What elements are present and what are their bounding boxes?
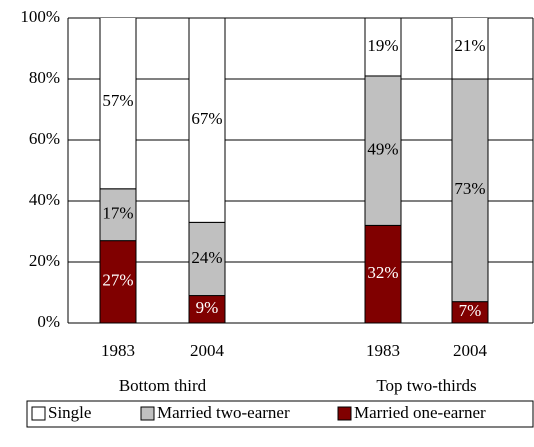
x-tick-label: 1983 (101, 341, 135, 360)
value-label: 57% (102, 91, 133, 110)
value-label: 17% (102, 204, 133, 223)
legend-swatch (337, 406, 352, 421)
legend: Single Married two-earner Married one-earn… (31, 403, 486, 422)
bar-segment (451, 18, 489, 80)
group-label: Top two-thirds (376, 376, 476, 395)
legend-swatch (140, 406, 155, 421)
bars (99, 18, 489, 324)
x-tick-label: 1983 (366, 341, 400, 360)
bar-segment (364, 18, 402, 77)
value-label: 19% (367, 36, 398, 55)
value-label: 73% (454, 179, 485, 198)
value-label: 9% (196, 298, 219, 317)
bar-segment (99, 188, 137, 242)
bar-segment (451, 78, 489, 303)
x-tick-label: 2004 (453, 341, 488, 360)
y-tick-label: 0% (37, 312, 60, 331)
y-tick-label: 20% (29, 251, 60, 270)
legend-box (26, 400, 534, 428)
y-tick-label: 100% (20, 7, 60, 26)
bar-segment (364, 224, 402, 324)
bar-segment (364, 75, 402, 226)
bar-segment (99, 240, 137, 324)
y-tick-label: 40% (29, 190, 60, 209)
group-label: Bottom third (119, 376, 207, 395)
grid (67, 17, 534, 324)
legend-label: Single (48, 403, 91, 422)
y-tick-label: 80% (29, 68, 60, 87)
bar-segment (188, 18, 226, 223)
value-label: 49% (367, 140, 398, 159)
labels: 0% 20% 40% 60% 80% 100% 27% 17% 57% 1983 9% 24% 67% 2… (20, 7, 487, 395)
value-label: 32% (367, 263, 398, 282)
legend-swatch (31, 406, 46, 421)
value-label: 24% (191, 248, 222, 267)
value-label: 67% (191, 109, 222, 128)
value-label: 21% (454, 36, 485, 55)
y-tick-label: 60% (29, 129, 60, 148)
legend-label: Married one-earner (354, 403, 486, 422)
value-label: 7% (459, 301, 482, 320)
bar-segment (99, 18, 137, 190)
x-tick-label: 2004 (190, 341, 225, 360)
value-label: 27% (102, 271, 133, 290)
legend-label: Married two-earner (157, 403, 290, 422)
